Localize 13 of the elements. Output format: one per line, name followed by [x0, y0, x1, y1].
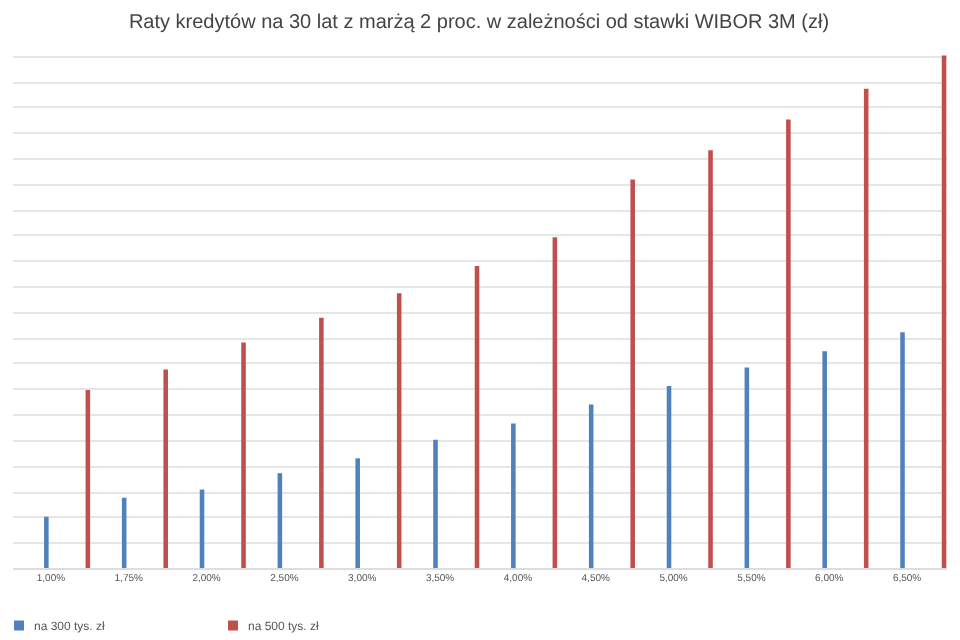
bar — [511, 423, 516, 568]
chart-title: Raty kredytów na 30 lat z marżą 2 proc. w zależności od stawki WIBOR 3M (zł) — [128, 12, 830, 34]
bar — [630, 179, 635, 568]
bar — [708, 150, 713, 568]
bar — [900, 332, 905, 568]
bar — [163, 369, 168, 568]
bar — [44, 516, 49, 568]
bar — [433, 439, 438, 568]
bar — [241, 342, 246, 568]
bar — [319, 317, 324, 568]
bar — [355, 458, 360, 568]
bar — [786, 119, 791, 568]
bar — [822, 351, 827, 568]
